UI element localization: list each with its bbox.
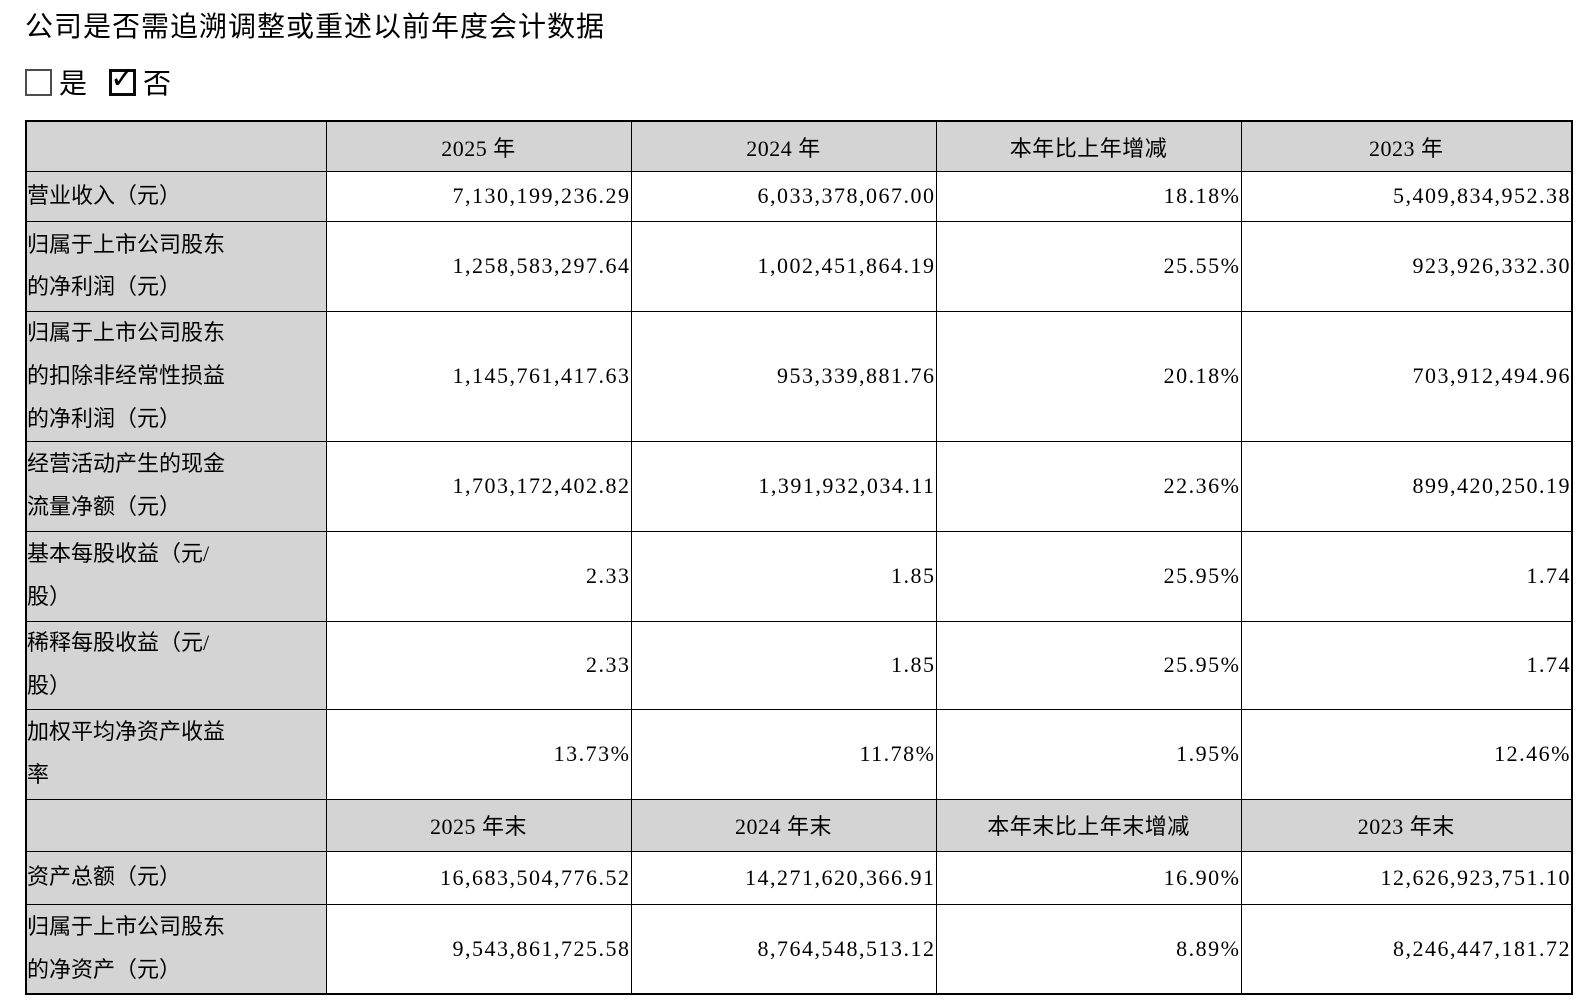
value-2023: 12.46% xyxy=(1240,708,1573,800)
value-2025: 2.33 xyxy=(325,620,632,710)
value-2024: 953,339,881.76 xyxy=(630,310,937,442)
value-change: 18.18% xyxy=(935,170,1242,222)
table-row: 加权平均净资产收益 率 13.73% 11.78% 1.95% 12.46% xyxy=(25,708,1573,800)
value-2023: 703,912,494.96 xyxy=(1240,310,1573,442)
financial-summary-table: 2025 年 2024 年 本年比上年增减 2023 年 营业收入（元） 7,1… xyxy=(25,120,1573,996)
header-change: 本年比上年增减 xyxy=(935,120,1242,172)
table-row: 稀释每股收益（元/ 股） 2.33 1.85 25.95% 1.74 xyxy=(25,620,1573,710)
header-blank xyxy=(25,798,327,852)
row-label: 稀释每股收益（元/ 股） xyxy=(25,620,327,710)
value-change: 22.36% xyxy=(935,440,1242,532)
row-label: 归属于上市公司股东 的净利润（元） xyxy=(25,220,327,312)
check-icon: ✓ xyxy=(109,61,136,97)
header-blank xyxy=(25,120,327,172)
value-2025: 1,258,583,297.64 xyxy=(325,220,632,312)
value-2025: 1,703,172,402.82 xyxy=(325,440,632,532)
value-2023: 5,409,834,952.38 xyxy=(1240,170,1573,222)
header-change-end: 本年末比上年末增减 xyxy=(935,798,1242,852)
value-change: 25.55% xyxy=(935,220,1242,312)
value-2023: 8,246,447,181.72 xyxy=(1240,903,1573,995)
table-row: 基本每股收益（元/ 股） 2.33 1.85 25.95% 1.74 xyxy=(25,530,1573,622)
header-2023: 2023 年 xyxy=(1240,120,1573,172)
page-title: 公司是否需追溯调整或重述以前年度会计数据 xyxy=(25,12,606,43)
value-2025: 16,683,504,776.52 xyxy=(325,850,632,905)
restate-choice-row: 是 ✓ 否 xyxy=(25,62,1591,102)
header-2023-end: 2023 年末 xyxy=(1240,798,1573,852)
checkbox-no[interactable]: ✓ xyxy=(109,64,137,96)
table-row: 营业收入（元） 7,130,199,236.29 6,033,378,067.0… xyxy=(25,170,1573,222)
header-2024-end: 2024 年末 xyxy=(630,798,937,852)
value-2025: 1,145,761,417.63 xyxy=(325,310,632,442)
table-row: 资产总额（元） 16,683,504,776.52 14,271,620,366… xyxy=(25,850,1573,905)
value-2024: 14,271,620,366.91 xyxy=(630,850,937,905)
value-2023: 899,420,250.19 xyxy=(1240,440,1573,532)
header-2025-end: 2025 年末 xyxy=(325,798,632,852)
yearend-header-row: 2025 年末 2024 年末 本年末比上年末增减 2023 年末 xyxy=(25,798,1573,852)
value-change: 25.95% xyxy=(935,530,1242,622)
value-2025: 2.33 xyxy=(325,530,632,622)
value-2023: 12,626,923,751.10 xyxy=(1240,850,1573,905)
value-change: 1.95% xyxy=(935,708,1242,800)
value-change: 20.18% xyxy=(935,310,1242,442)
value-change: 25.95% xyxy=(935,620,1242,710)
value-2025: 13.73% xyxy=(325,708,632,800)
checkbox-no-label: 否 xyxy=(143,69,172,101)
row-label: 资产总额（元） xyxy=(25,850,327,905)
checkbox-yes-label: 是 xyxy=(59,69,88,101)
row-label: 经营活动产生的现金 流量净额（元） xyxy=(25,440,327,532)
value-2023: 1.74 xyxy=(1240,620,1573,710)
value-2024: 1,391,932,034.11 xyxy=(630,440,937,532)
table-row: 归属于上市公司股东 的扣除非经常性损益 的净利润（元） 1,145,761,41… xyxy=(25,310,1573,442)
value-2025: 7,130,199,236.29 xyxy=(325,170,632,222)
value-2024: 8,764,548,513.12 xyxy=(630,903,937,995)
header-2025: 2025 年 xyxy=(325,120,632,172)
table-row: 归属于上市公司股东 的净利润（元） 1,258,583,297.64 1,002… xyxy=(25,220,1573,312)
year-header-row: 2025 年 2024 年 本年比上年增减 2023 年 xyxy=(25,120,1573,172)
table-row: 经营活动产生的现金 流量净额（元） 1,703,172,402.82 1,391… xyxy=(25,440,1573,532)
checkbox-yes[interactable] xyxy=(25,68,52,96)
value-2025: 9,543,861,725.58 xyxy=(325,903,632,995)
value-2024: 11.78% xyxy=(630,708,937,800)
value-change: 16.90% xyxy=(935,850,1242,905)
table-row: 归属于上市公司股东 的净资产（元） 9,543,861,725.58 8,764… xyxy=(25,903,1573,995)
row-label: 归属于上市公司股东 的扣除非经常性损益 的净利润（元） xyxy=(25,310,327,442)
value-2023: 923,926,332.30 xyxy=(1240,220,1573,312)
value-change: 8.89% xyxy=(935,903,1242,995)
row-label: 归属于上市公司股东 的净资产（元） xyxy=(25,903,327,995)
value-2024: 1.85 xyxy=(630,530,937,622)
row-label: 营业收入（元） xyxy=(25,170,327,222)
value-2024: 1.85 xyxy=(630,620,937,710)
value-2024: 1,002,451,864.19 xyxy=(630,220,937,312)
value-2024: 6,033,378,067.00 xyxy=(630,170,937,222)
header-2024: 2024 年 xyxy=(630,120,937,172)
row-label: 基本每股收益（元/ 股） xyxy=(25,530,327,622)
value-2023: 1.74 xyxy=(1240,530,1573,622)
row-label: 加权平均净资产收益 率 xyxy=(25,708,327,800)
